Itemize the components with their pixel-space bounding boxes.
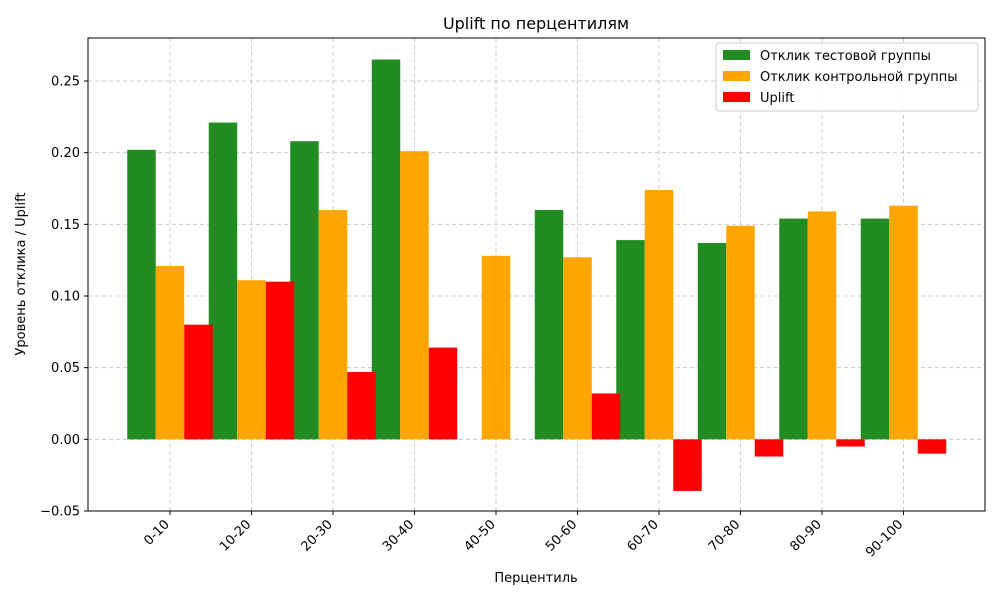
bar-1-60-70 <box>616 240 645 440</box>
chart-title: Uplift по перцентилям <box>443 14 629 33</box>
bar-3-50-60 <box>591 393 621 440</box>
plot-frame <box>87 37 986 512</box>
x-tick-label: 20-30 <box>299 517 336 554</box>
x-tick-label: 50-60 <box>543 517 580 554</box>
y-tick-label: 0.10 <box>51 290 80 305</box>
bar-2-0-10 <box>155 265 185 440</box>
y-tick-label: 0.15 <box>51 218 80 233</box>
y-tick-label: 0.20 <box>51 146 80 161</box>
x-tick-label: 90-100 <box>863 517 906 560</box>
y-axis-label: Уровень отклика / Uplift <box>14 192 29 355</box>
x-tick-label: 10-20 <box>217 517 254 554</box>
bar-3-70-80 <box>754 439 784 457</box>
bar-3-10-20 <box>265 281 295 440</box>
bar-2-90-100 <box>889 205 918 440</box>
bar-3-30-40 <box>428 347 458 440</box>
legend-swatch <box>723 50 750 60</box>
legend-box <box>715 42 979 112</box>
bar-1-10-20 <box>208 122 238 440</box>
bar-1-30-40 <box>371 59 401 440</box>
y-tick-label: −0.05 <box>40 505 80 520</box>
bar-1-70-80 <box>697 242 727 440</box>
bar-2-80-90 <box>807 211 837 440</box>
y-tick-label: 0.00 <box>51 433 80 448</box>
bar-3-80-90 <box>836 439 865 447</box>
bar-2-50-60 <box>563 257 592 440</box>
x-axis: 0-10 10-20 20-30 30-40 40-50 50-60 60-70 70-80 8… <box>141 511 906 560</box>
bar-3-60-70 <box>673 439 702 491</box>
bar-3-90-100 <box>917 439 947 454</box>
bar-1-50-60 <box>534 210 564 440</box>
x-tick-label: 70-80 <box>706 517 743 554</box>
legend-label: Uplift <box>760 91 794 106</box>
legend-swatch <box>723 71 750 81</box>
bars-layer <box>127 59 947 491</box>
bar-1-20-30 <box>290 141 319 440</box>
bar-2-10-20 <box>237 280 266 440</box>
bar-3-20-30 <box>347 371 376 440</box>
bar-3-0-10 <box>184 324 213 440</box>
bar-2-40-50 <box>481 255 511 440</box>
bar-2-70-80 <box>726 225 755 440</box>
y-tick-label: 0.25 <box>51 75 80 90</box>
bar-1-80-90 <box>779 218 808 440</box>
y-tick-label: 0.05 <box>51 361 80 376</box>
legend: Отклик тестовой группы Отклик контрольной… <box>715 42 979 112</box>
bar-1-0-10 <box>127 149 156 440</box>
legend-label: Отклик тестовой группы <box>760 49 931 64</box>
x-tick-label: 60-70 <box>625 517 662 554</box>
y-axis: −0.05 0.00 0.05 0.10 0.15 0.20 0.25 <box>40 75 88 520</box>
x-tick-label: 80-90 <box>788 517 825 554</box>
x-tick-label: 30-40 <box>380 517 417 554</box>
bar-2-60-70 <box>644 189 674 440</box>
x-tick-label: 0-10 <box>141 517 172 548</box>
bar-1-90-100 <box>860 218 890 440</box>
bar-2-30-40 <box>400 151 429 440</box>
legend-swatch <box>723 92 750 102</box>
x-tick-label: 40-50 <box>462 517 499 554</box>
x-axis-label: Перцентиль <box>494 571 577 586</box>
legend-label: Отклик контрольной группы <box>760 70 958 85</box>
bar-2-20-30 <box>318 210 348 440</box>
